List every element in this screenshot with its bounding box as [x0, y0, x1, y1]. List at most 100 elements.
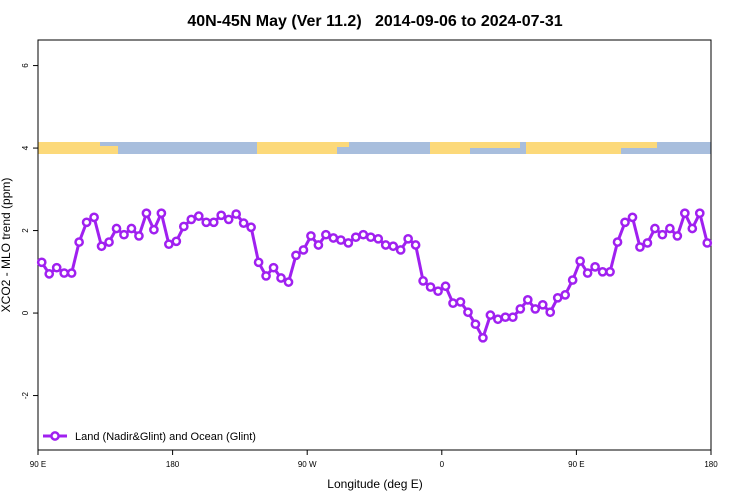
data-point	[388, 241, 399, 252]
data-point	[171, 236, 182, 247]
data-point	[313, 240, 324, 250]
data-point	[463, 307, 473, 318]
data-point	[515, 304, 526, 314]
data-point	[500, 312, 511, 323]
data-point	[530, 304, 541, 314]
data-point	[687, 223, 698, 234]
data-point	[590, 262, 600, 272]
data-point	[134, 231, 144, 241]
data-point	[156, 208, 167, 219]
x-tick-label: 90 E	[568, 460, 584, 469]
data-point	[343, 238, 354, 248]
y-tick-label: 2	[21, 228, 30, 233]
data-point	[470, 319, 481, 330]
data-point	[119, 229, 129, 240]
x-tick-label: 180	[166, 460, 180, 469]
data-point	[44, 269, 55, 279]
data-point	[104, 237, 114, 247]
data-point	[321, 229, 331, 240]
data-point	[418, 276, 428, 286]
data-point	[276, 273, 286, 283]
data-point	[635, 242, 645, 252]
data-point	[403, 233, 413, 244]
data-point	[66, 268, 77, 278]
data-point	[74, 237, 84, 247]
legend-item: Land (Nadir&Glint) and Ocean (Glint)	[43, 431, 256, 443]
land-band	[100, 146, 118, 154]
data-point	[440, 281, 451, 292]
data-point	[246, 222, 256, 233]
data-point	[395, 245, 406, 255]
land-band	[38, 142, 100, 154]
data-point	[268, 262, 279, 273]
data-point	[201, 217, 212, 228]
data-point	[545, 307, 556, 318]
data-point	[657, 229, 668, 240]
data-point	[702, 238, 713, 248]
data-point	[493, 314, 503, 325]
data-point	[336, 235, 346, 245]
data-point	[59, 268, 70, 278]
data-point	[380, 240, 391, 250]
data-point	[328, 233, 339, 243]
surface-band	[38, 142, 711, 154]
data-point	[478, 332, 488, 343]
data-point	[650, 223, 660, 234]
data-point	[216, 210, 227, 221]
data-point	[507, 312, 518, 323]
land-band	[337, 142, 349, 147]
data-point	[410, 240, 421, 250]
data-point	[537, 299, 548, 310]
data-point	[350, 232, 361, 243]
data-point	[126, 223, 137, 234]
data-point	[605, 266, 615, 277]
data-point	[672, 231, 683, 241]
data-point	[238, 218, 249, 228]
data-point	[178, 221, 189, 232]
land-band	[470, 142, 520, 148]
land-band	[430, 142, 470, 154]
data-point	[485, 310, 496, 320]
data-point	[522, 295, 533, 305]
data-point	[231, 209, 242, 219]
x-tick-label: 90 E	[30, 460, 46, 469]
data-point	[373, 233, 384, 244]
data-point	[223, 214, 234, 225]
data-point	[433, 286, 443, 297]
data-point	[665, 223, 675, 234]
x-axis-label: Longitude (deg E)	[327, 477, 422, 491]
data-point	[36, 257, 47, 268]
data-point	[627, 212, 638, 223]
data-point	[694, 208, 705, 219]
data-point	[448, 298, 458, 309]
data-point	[597, 266, 608, 277]
data-point	[149, 224, 159, 235]
y-tick-label: -2	[21, 391, 30, 399]
data-point	[261, 271, 271, 281]
data-point	[582, 268, 593, 278]
y-axis-label: XCO2 - MLO trend (ppm)	[0, 178, 13, 313]
data-point	[552, 292, 563, 303]
data-point	[141, 208, 152, 219]
data-point	[96, 241, 107, 252]
data-point	[81, 217, 92, 228]
data-point	[291, 250, 301, 261]
data-point	[620, 217, 630, 228]
data-point	[164, 239, 174, 250]
data-point	[283, 277, 294, 287]
y-tick-label: 0	[21, 310, 30, 315]
legend-label: Land (Nadir&Glint) and Ocean (Glint)	[75, 431, 256, 443]
data-point	[253, 257, 264, 268]
data-point	[208, 217, 219, 228]
data-point	[51, 262, 62, 273]
data-point	[567, 275, 578, 285]
y-tick-label: 4	[21, 145, 30, 150]
land-band	[621, 142, 657, 148]
x-tick-label: 90 W	[298, 460, 317, 469]
land-band	[526, 142, 621, 154]
data-point	[365, 232, 376, 243]
legend-marker	[50, 431, 60, 441]
x-tick-label: 180	[704, 460, 718, 469]
data-point	[455, 297, 466, 307]
